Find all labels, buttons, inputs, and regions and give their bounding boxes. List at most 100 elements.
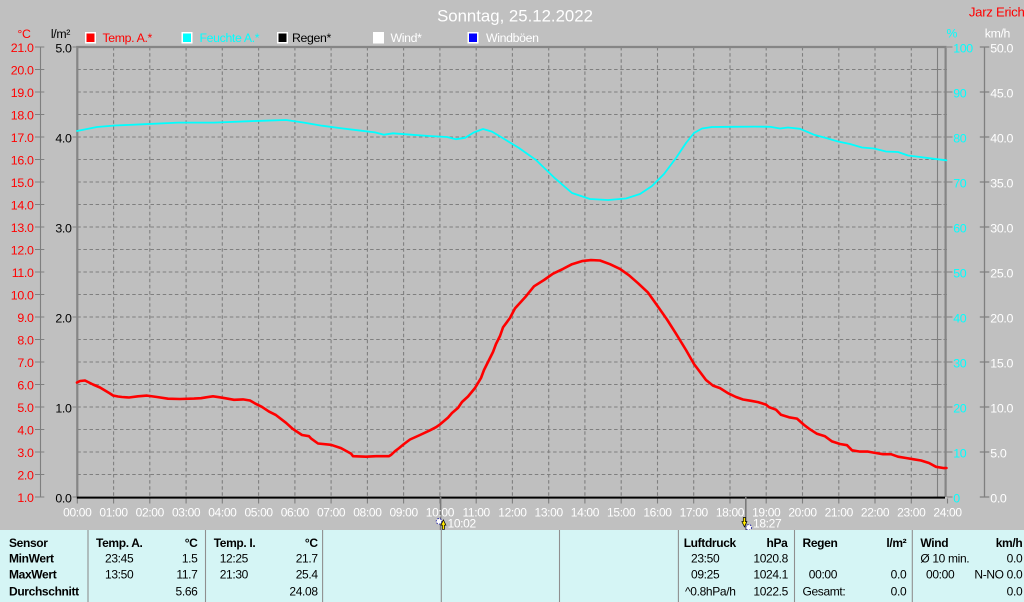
svg-text:18:27: 18:27 [753,517,782,531]
svg-text:20:00: 20:00 [788,506,817,520]
svg-text:40: 40 [953,311,967,325]
svg-text:17:00: 17:00 [680,506,709,520]
svg-text:10: 10 [953,446,967,460]
svg-text:17.0: 17.0 [11,131,34,145]
svg-text:Temp. I.: Temp. I. [214,536,256,550]
svg-text:10.0: 10.0 [990,401,1013,415]
svg-text:4.0: 4.0 [17,424,34,438]
svg-text:11.7: 11.7 [176,567,198,581]
svg-text:45.0: 45.0 [990,86,1013,100]
svg-text:N-NO 0.0: N-NO 0.0 [974,567,1023,581]
svg-text:12.0: 12.0 [11,244,34,258]
svg-text:Wind*: Wind* [391,31,423,45]
svg-text:25.0: 25.0 [990,266,1013,280]
svg-text:21.0: 21.0 [11,41,34,55]
svg-text:23:45: 23:45 [105,551,134,565]
svg-text:100: 100 [953,41,973,55]
svg-text:km/h: km/h [985,27,1011,41]
svg-text:°C: °C [185,536,198,550]
svg-text:Feuchte A.*: Feuchte A.* [200,31,260,45]
svg-text:05:00: 05:00 [244,506,273,520]
svg-text:50.0: 50.0 [990,41,1013,55]
svg-text:1024.1: 1024.1 [753,567,788,581]
svg-text:l/m²: l/m² [51,27,70,41]
svg-text:5.0: 5.0 [17,401,34,415]
svg-text:0.0: 0.0 [990,491,1007,505]
svg-text:23:00: 23:00 [897,506,926,520]
svg-text:9.0: 9.0 [17,311,34,325]
svg-text:hPa: hPa [767,536,789,550]
svg-text:11.0: 11.0 [12,266,34,280]
svg-text:00:00: 00:00 [809,567,838,581]
svg-text:km/h: km/h [996,536,1023,550]
svg-text:Temp. A.*: Temp. A.* [103,31,153,45]
svg-text:2.0: 2.0 [55,312,72,326]
svg-text:6.0: 6.0 [17,379,34,393]
svg-text:20.0: 20.0 [990,311,1013,325]
svg-text:Sensor: Sensor [9,536,48,550]
svg-text:1.0: 1.0 [55,402,72,416]
svg-text:^0.8hPa/h: ^0.8hPa/h [685,584,736,598]
svg-text:18.0: 18.0 [11,109,34,123]
svg-text:1.5: 1.5 [182,551,198,565]
svg-text:18:00: 18:00 [716,506,745,520]
svg-text:4.0: 4.0 [55,132,72,146]
svg-text:30: 30 [953,356,967,370]
svg-text:10:02: 10:02 [448,517,477,531]
svg-text:07:00: 07:00 [317,506,346,520]
svg-text:60: 60 [953,221,967,235]
svg-text:Ø 10 min.: Ø 10 min. [920,551,969,565]
svg-text:Windböen: Windböen [486,31,539,45]
svg-text:23:50: 23:50 [691,551,720,565]
svg-text:Regen*: Regen* [292,31,331,45]
svg-text:04:00: 04:00 [208,506,237,520]
svg-text:19:00: 19:00 [752,506,781,520]
svg-text:00:00: 00:00 [926,567,955,581]
svg-text:0: 0 [953,491,960,505]
svg-text:90: 90 [953,86,967,100]
svg-text:°C: °C [17,27,31,41]
svg-text:22:00: 22:00 [861,506,890,520]
svg-text:0.0: 0.0 [1007,584,1023,598]
svg-text:Jarz Erich: Jarz Erich [969,5,1024,20]
svg-text:13.0: 13.0 [11,221,34,235]
svg-text:70: 70 [953,176,967,190]
svg-text:01:00: 01:00 [99,506,128,520]
svg-text:0.0: 0.0 [891,584,907,598]
svg-text:°C: °C [305,536,318,550]
svg-text:Sonntag, 25.12.2022: Sonntag, 25.12.2022 [437,7,593,26]
svg-text:Wind: Wind [920,536,948,550]
svg-text:02:00: 02:00 [136,506,165,520]
svg-text:15.0: 15.0 [11,176,34,190]
svg-text:2.0: 2.0 [17,469,34,483]
svg-text:21.7: 21.7 [296,551,319,565]
svg-text:13:50: 13:50 [105,567,134,581]
svg-text:35.0: 35.0 [990,176,1013,190]
svg-text:12:25: 12:25 [220,551,249,565]
svg-text:20: 20 [953,401,967,415]
svg-text:03:00: 03:00 [172,506,201,520]
svg-text:11:00: 11:00 [462,506,490,520]
svg-text:l/m²: l/m² [886,536,906,550]
svg-text:16.0: 16.0 [11,154,34,168]
svg-text:80: 80 [953,131,967,145]
svg-text:Temp. A.: Temp. A. [96,536,143,550]
svg-text:8.0: 8.0 [17,334,34,348]
svg-text:20.0: 20.0 [11,64,34,78]
svg-text:3.0: 3.0 [17,446,34,460]
svg-text:7.0: 7.0 [17,356,34,370]
svg-text:5.66: 5.66 [176,584,199,598]
svg-text:15:00: 15:00 [607,506,636,520]
svg-text:0.0: 0.0 [55,492,72,506]
svg-text:Durchschnitt: Durchschnitt [9,584,79,598]
svg-text:06:00: 06:00 [281,506,310,520]
svg-text:09:25: 09:25 [691,567,720,581]
svg-text:MaxWert: MaxWert [9,567,57,581]
svg-text:14.0: 14.0 [11,199,34,213]
svg-text:5.0: 5.0 [990,446,1007,460]
svg-text:1.0: 1.0 [17,491,34,505]
svg-text:Gesamt:: Gesamt: [803,584,846,598]
svg-text:10.0: 10.0 [11,289,34,303]
svg-text:Luftdruck: Luftdruck [684,536,737,550]
svg-text:15.0: 15.0 [990,356,1013,370]
